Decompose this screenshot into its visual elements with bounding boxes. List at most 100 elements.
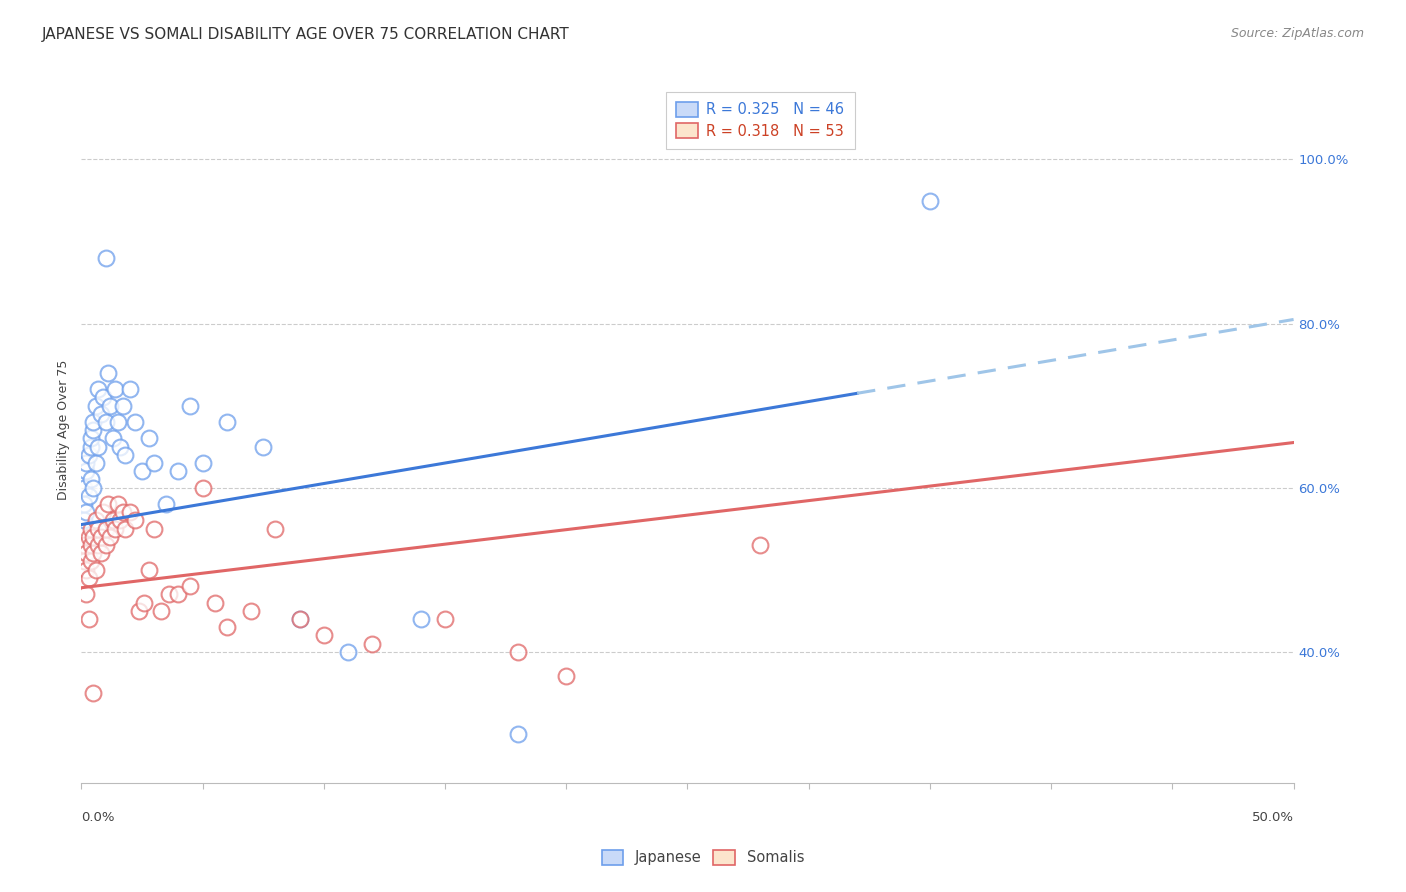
- Point: [288, 612, 311, 626]
- Point: [409, 612, 432, 626]
- Point: [918, 194, 941, 208]
- Point: [124, 513, 146, 527]
- Point: [252, 440, 274, 454]
- Point: [90, 407, 112, 421]
- Point: [75, 563, 97, 577]
- Point: [87, 440, 110, 454]
- Point: [118, 505, 141, 519]
- Point: [111, 399, 134, 413]
- Point: [108, 440, 131, 454]
- Legend: R = 0.325   N = 46, R = 0.318   N = 53: R = 0.325 N = 46, R = 0.318 N = 53: [665, 92, 855, 149]
- Point: [82, 481, 104, 495]
- Point: [118, 382, 141, 396]
- Point: [80, 440, 103, 454]
- Point: [215, 415, 238, 429]
- Point: [143, 522, 166, 536]
- Point: [128, 604, 150, 618]
- Point: [150, 604, 173, 618]
- Point: [134, 595, 156, 609]
- Point: [87, 538, 110, 552]
- Point: [107, 497, 129, 511]
- Point: [114, 522, 136, 536]
- Point: [77, 530, 100, 544]
- Point: [80, 522, 103, 536]
- Point: [73, 481, 96, 495]
- Point: [138, 563, 160, 577]
- Point: [77, 489, 100, 503]
- Point: [73, 554, 96, 568]
- Point: [80, 554, 103, 568]
- Point: [215, 620, 238, 634]
- Point: [97, 366, 120, 380]
- Point: [100, 530, 122, 544]
- Point: [84, 399, 107, 413]
- Point: [75, 464, 97, 478]
- Point: [75, 546, 97, 560]
- Point: [204, 595, 226, 609]
- Point: [240, 604, 263, 618]
- Point: [101, 513, 124, 527]
- Point: [131, 464, 153, 478]
- Point: [77, 612, 100, 626]
- Point: [82, 415, 104, 429]
- Point: [90, 530, 112, 544]
- Point: [80, 472, 103, 486]
- Point: [82, 530, 104, 544]
- Point: [555, 669, 578, 683]
- Point: [104, 382, 127, 396]
- Point: [337, 645, 360, 659]
- Y-axis label: Disability Age Over 75: Disability Age Over 75: [58, 360, 70, 500]
- Point: [75, 505, 97, 519]
- Point: [101, 432, 124, 446]
- Point: [77, 448, 100, 462]
- Point: [91, 505, 114, 519]
- Text: JAPANESE VS SOMALI DISABILITY AGE OVER 75 CORRELATION CHART: JAPANESE VS SOMALI DISABILITY AGE OVER 7…: [42, 27, 569, 42]
- Text: 50.0%: 50.0%: [1251, 811, 1294, 824]
- Point: [143, 456, 166, 470]
- Point: [124, 415, 146, 429]
- Point: [94, 251, 117, 265]
- Point: [114, 448, 136, 462]
- Point: [94, 538, 117, 552]
- Point: [94, 415, 117, 429]
- Point: [87, 382, 110, 396]
- Point: [73, 513, 96, 527]
- Point: [167, 464, 190, 478]
- Point: [157, 587, 180, 601]
- Point: [82, 546, 104, 560]
- Point: [506, 645, 529, 659]
- Point: [73, 538, 96, 552]
- Point: [87, 522, 110, 536]
- Point: [191, 456, 214, 470]
- Point: [179, 399, 201, 413]
- Point: [84, 456, 107, 470]
- Point: [312, 628, 335, 642]
- Point: [82, 686, 104, 700]
- Point: [90, 546, 112, 560]
- Point: [749, 538, 772, 552]
- Point: [288, 612, 311, 626]
- Point: [155, 497, 177, 511]
- Point: [91, 391, 114, 405]
- Legend: Japanese, Somalis: Japanese, Somalis: [596, 844, 810, 871]
- Point: [77, 571, 100, 585]
- Point: [433, 612, 456, 626]
- Text: Source: ZipAtlas.com: Source: ZipAtlas.com: [1230, 27, 1364, 40]
- Point: [107, 415, 129, 429]
- Point: [104, 522, 127, 536]
- Point: [191, 481, 214, 495]
- Point: [84, 563, 107, 577]
- Point: [108, 513, 131, 527]
- Point: [80, 538, 103, 552]
- Text: 0.0%: 0.0%: [82, 811, 115, 824]
- Point: [80, 432, 103, 446]
- Point: [73, 497, 96, 511]
- Point: [100, 399, 122, 413]
- Point: [75, 456, 97, 470]
- Point: [97, 497, 120, 511]
- Point: [361, 636, 384, 650]
- Point: [167, 587, 190, 601]
- Point: [138, 432, 160, 446]
- Point: [179, 579, 201, 593]
- Point: [84, 513, 107, 527]
